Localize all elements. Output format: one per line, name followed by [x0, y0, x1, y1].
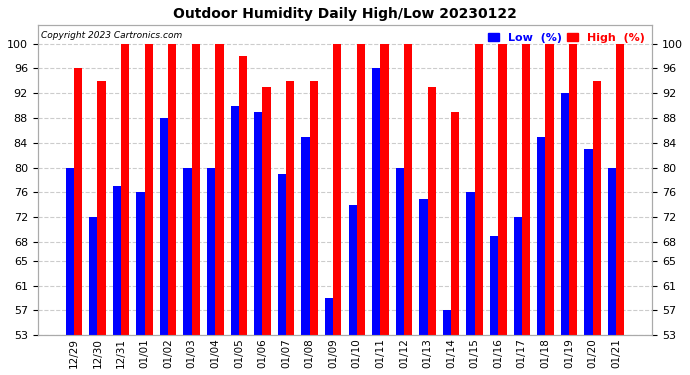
Bar	[310, 81, 318, 335]
Bar	[522, 44, 530, 335]
Bar	[230, 106, 239, 335]
Bar	[74, 68, 82, 335]
Bar	[145, 44, 153, 335]
Bar	[569, 44, 578, 335]
Bar	[89, 217, 97, 335]
Bar	[278, 174, 286, 335]
Bar	[215, 44, 224, 335]
Bar	[97, 81, 106, 335]
Bar	[593, 81, 601, 335]
Bar	[137, 192, 145, 335]
Bar	[380, 44, 388, 335]
Bar	[286, 81, 295, 335]
Bar	[372, 68, 380, 335]
Bar	[545, 44, 553, 335]
Bar	[254, 112, 262, 335]
Bar	[239, 56, 247, 335]
Bar	[428, 87, 436, 335]
Legend: Low  (%), High  (%): Low (%), High (%)	[486, 30, 647, 45]
Bar	[184, 168, 192, 335]
Bar	[192, 44, 200, 335]
Bar	[160, 118, 168, 335]
Bar	[608, 168, 616, 335]
Bar	[395, 168, 404, 335]
Bar	[207, 168, 215, 335]
Bar	[443, 310, 451, 335]
Bar	[302, 136, 310, 335]
Bar	[348, 205, 357, 335]
Bar	[513, 217, 522, 335]
Bar	[357, 44, 365, 335]
Bar	[475, 44, 483, 335]
Bar	[490, 236, 498, 335]
Bar	[498, 44, 506, 335]
Bar	[451, 112, 460, 335]
Bar	[537, 136, 545, 335]
Bar	[66, 168, 74, 335]
Bar	[466, 192, 475, 335]
Bar	[616, 44, 624, 335]
Bar	[561, 93, 569, 335]
Text: Copyright 2023 Cartronics.com: Copyright 2023 Cartronics.com	[41, 31, 182, 40]
Bar	[584, 149, 593, 335]
Bar	[420, 199, 428, 335]
Bar	[121, 44, 129, 335]
Bar	[333, 44, 342, 335]
Bar	[262, 87, 270, 335]
Bar	[404, 44, 412, 335]
Bar	[112, 186, 121, 335]
Bar	[325, 298, 333, 335]
Title: Outdoor Humidity Daily High/Low 20230122: Outdoor Humidity Daily High/Low 20230122	[173, 7, 517, 21]
Bar	[168, 44, 177, 335]
